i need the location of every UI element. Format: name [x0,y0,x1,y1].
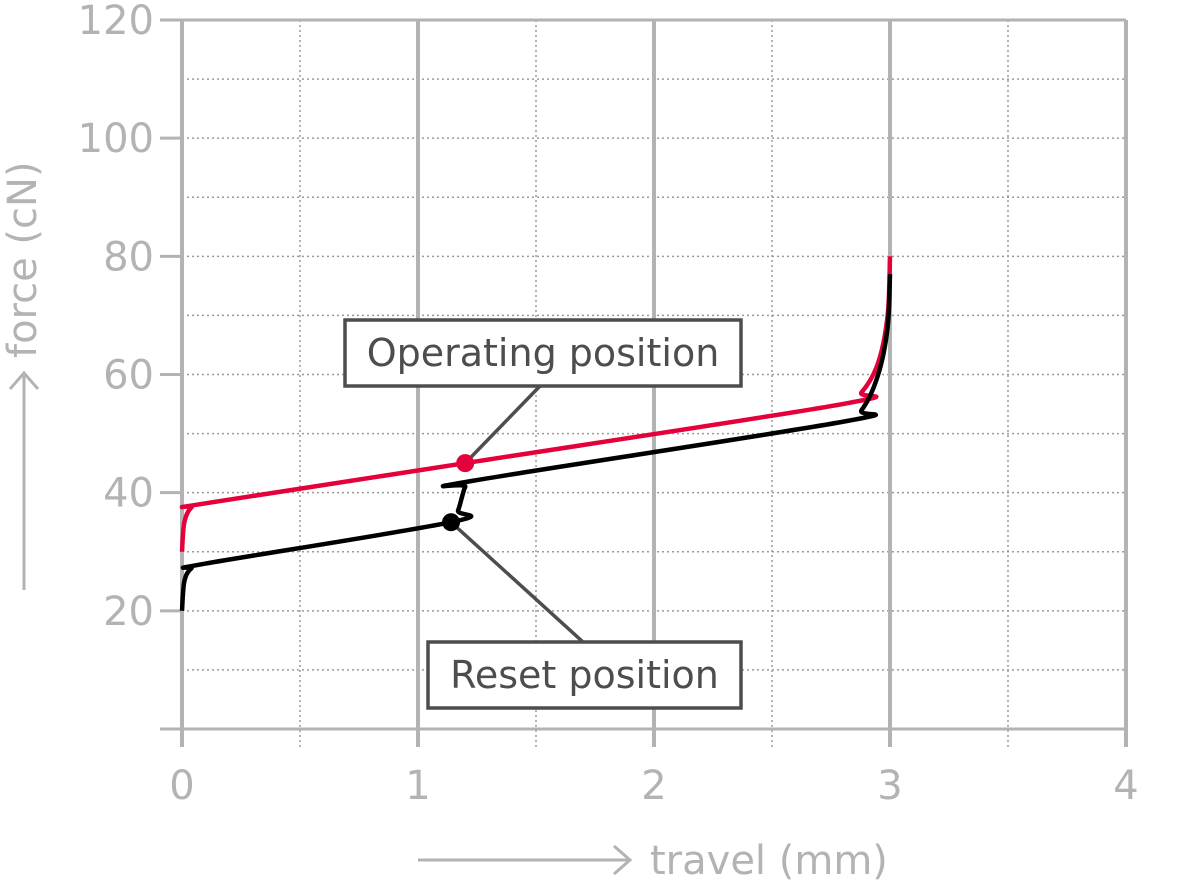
y-tick-label-100: 100 [78,116,154,162]
annotation-label-0: Operating position [367,331,720,375]
callout-layer: Operating position Reset position [343,318,743,710]
tick-labels: 0 1 2 3 4 20 40 60 80 100 120 [78,0,1139,809]
y-axis-label: force (cN) [0,161,46,358]
x-tick-label-0: 0 [169,763,194,809]
annotation-box-0 [343,318,743,388]
y-tick-label-40: 40 [103,471,154,517]
x-tick-label-2: 2 [641,763,666,809]
x-tick-label-3: 3 [877,763,902,809]
y-tick-label-120: 120 [78,0,154,44]
marker-0 [456,454,475,473]
x-axis-arrow-head [613,844,633,876]
leader-line-1 [449,520,585,644]
series-layer [179,256,893,612]
annotation-label-1: Reset position [450,653,719,697]
series-line-0 [179,256,893,552]
y-tick-label-60: 60 [103,353,154,399]
y-axis-title: force (cN) [0,161,46,590]
x-tick-label-1: 1 [405,763,430,809]
leader-line-0 [463,384,542,465]
x-axis-label: travel (mm) [650,838,888,881]
marker-1 [442,513,461,532]
annotation-box-1 [426,640,743,710]
x-tick-label-4: 4 [1113,763,1138,809]
series-line-1 [179,273,893,612]
y-axis-arrow-head [8,370,40,390]
y-tick-label-20: 20 [103,589,154,635]
y-tick-label-80: 80 [103,234,154,280]
x-axis-title: travel (mm) [418,838,888,881]
